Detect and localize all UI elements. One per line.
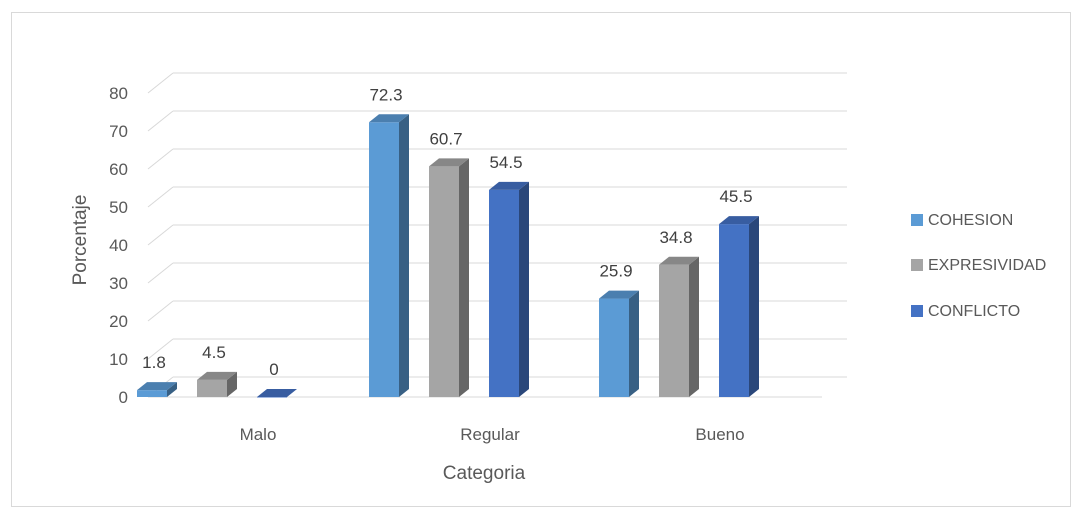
bar-front bbox=[137, 390, 167, 397]
data-label: 34.8 bbox=[659, 228, 692, 247]
y-tick-label: 40 bbox=[109, 236, 128, 255]
legend-entry-label: COHESION bbox=[928, 212, 1013, 229]
bar-conflicto-regular bbox=[489, 181, 529, 397]
y-tick-label: 50 bbox=[109, 198, 128, 217]
x-axis-ticks: Malo Regular Bueno bbox=[240, 425, 745, 444]
legend-swatch bbox=[911, 259, 923, 271]
data-label: 25.9 bbox=[599, 262, 632, 281]
legend-swatch bbox=[911, 305, 923, 317]
data-label: 4.5 bbox=[202, 343, 226, 362]
data-label: 0 bbox=[269, 360, 278, 379]
bar-top bbox=[257, 389, 297, 397]
data-label: 54.5 bbox=[489, 153, 522, 172]
data-label: 45.5 bbox=[719, 187, 752, 206]
bar-top bbox=[369, 114, 409, 123]
bar-front bbox=[369, 122, 399, 397]
bar-cohesion-regular bbox=[369, 114, 409, 397]
gridline-slant bbox=[147, 110, 174, 132]
bar-front bbox=[659, 264, 689, 397]
bar-expresividad-malo bbox=[197, 371, 237, 397]
gridline-slant bbox=[147, 72, 174, 94]
x-tick-label: Regular bbox=[460, 425, 520, 444]
bar-cohesion-bueno bbox=[599, 290, 639, 397]
gridline-slant bbox=[147, 300, 174, 322]
gridline-slant bbox=[147, 186, 174, 208]
gridline-slant bbox=[147, 338, 174, 360]
y-tick-label: 30 bbox=[109, 274, 128, 293]
y-tick-label: 70 bbox=[109, 122, 128, 141]
y-tick-label: 60 bbox=[109, 160, 128, 179]
bar-top bbox=[197, 371, 237, 380]
bar-side bbox=[167, 382, 177, 397]
bar-conflicto-bueno bbox=[719, 216, 759, 397]
x-axis-title: Categoria bbox=[443, 463, 526, 484]
bar-expresividad-regular bbox=[429, 158, 469, 397]
legend-swatch bbox=[911, 214, 923, 226]
y-tick-label: 20 bbox=[109, 312, 128, 331]
bar-top bbox=[659, 256, 699, 265]
legend: COHESION EXPRESIVIDAD CONFLICTO bbox=[911, 212, 1046, 320]
y-tick-label: 10 bbox=[109, 350, 128, 369]
bar-side bbox=[689, 256, 699, 397]
bar-side bbox=[629, 290, 639, 397]
bar-top bbox=[489, 181, 529, 190]
y-tick-label: 0 bbox=[119, 388, 128, 407]
bar-top bbox=[429, 158, 469, 167]
bar-front bbox=[489, 189, 519, 397]
gridline-slant bbox=[147, 262, 174, 284]
bar-side bbox=[749, 216, 759, 397]
legend-entry-label: EXPRESIVIDAD bbox=[928, 257, 1046, 274]
bar-side bbox=[519, 181, 529, 397]
bar-front bbox=[719, 224, 749, 397]
bar-cohesion-malo bbox=[137, 382, 177, 397]
bar-side bbox=[459, 158, 469, 397]
bar-side bbox=[399, 114, 409, 397]
data-label: 1.8 bbox=[142, 353, 166, 372]
x-tick-label: Malo bbox=[240, 425, 277, 444]
data-label: 60.7 bbox=[429, 129, 462, 148]
bar-top bbox=[599, 290, 639, 299]
bar-top bbox=[137, 382, 177, 391]
bar-side bbox=[227, 371, 237, 397]
y-axis-title: Porcentaje bbox=[70, 195, 91, 286]
data-labels: 1.8 4.5 0 72.3 60.7 54.5 25.9 34.8 45.5 bbox=[142, 85, 752, 379]
x-tick-label: Bueno bbox=[695, 425, 744, 444]
bar-front bbox=[257, 397, 287, 398]
bar-conflicto-malo bbox=[257, 389, 297, 398]
bars bbox=[137, 114, 759, 398]
bar-front bbox=[599, 298, 629, 397]
y-tick-label: 80 bbox=[109, 84, 128, 103]
bar-expresividad-bueno bbox=[659, 256, 699, 397]
gridline-slant bbox=[147, 224, 174, 246]
bar-front bbox=[429, 166, 459, 397]
gridline-slant bbox=[147, 148, 174, 170]
data-label: 72.3 bbox=[369, 85, 402, 104]
bar-front bbox=[197, 379, 227, 397]
legend-entry-label: CONFLICTO bbox=[928, 303, 1020, 320]
bar-top bbox=[719, 216, 759, 225]
chart-frame bbox=[11, 12, 1071, 507]
y-axis-ticks: 0 10 20 30 40 50 60 70 80 bbox=[109, 84, 128, 407]
